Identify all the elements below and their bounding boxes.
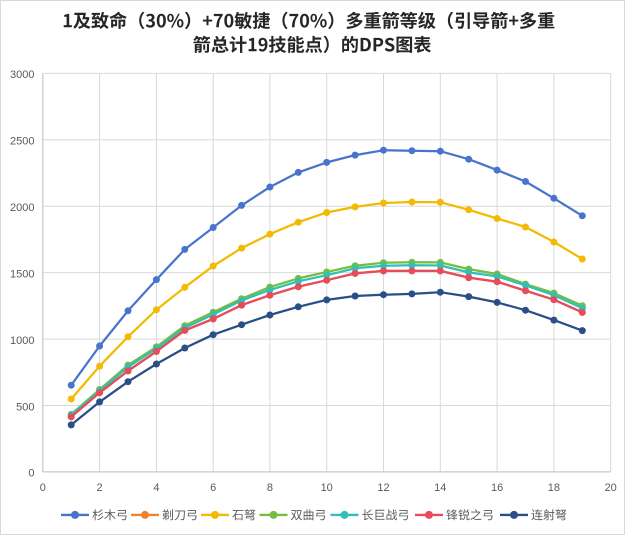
svg-text:2000: 2000	[10, 202, 34, 214]
svg-text:12: 12	[377, 482, 389, 494]
svg-text:18: 18	[548, 482, 560, 494]
svg-text:6: 6	[210, 482, 216, 494]
svg-text:1000: 1000	[10, 335, 34, 347]
svg-text:3000: 3000	[10, 69, 34, 81]
svg-text:14: 14	[434, 482, 446, 494]
svg-text:1500: 1500	[10, 268, 34, 280]
svg-text:0: 0	[40, 482, 46, 494]
svg-text:20: 20	[605, 482, 617, 494]
svg-text:500: 500	[16, 401, 34, 413]
svg-text:16: 16	[491, 482, 503, 494]
svg-text:2500: 2500	[10, 136, 34, 148]
svg-text:4: 4	[153, 482, 159, 494]
svg-text:8: 8	[267, 482, 273, 494]
svg-text:2: 2	[97, 482, 103, 494]
svg-text:0: 0	[28, 468, 34, 480]
svg-text:10: 10	[321, 482, 333, 494]
